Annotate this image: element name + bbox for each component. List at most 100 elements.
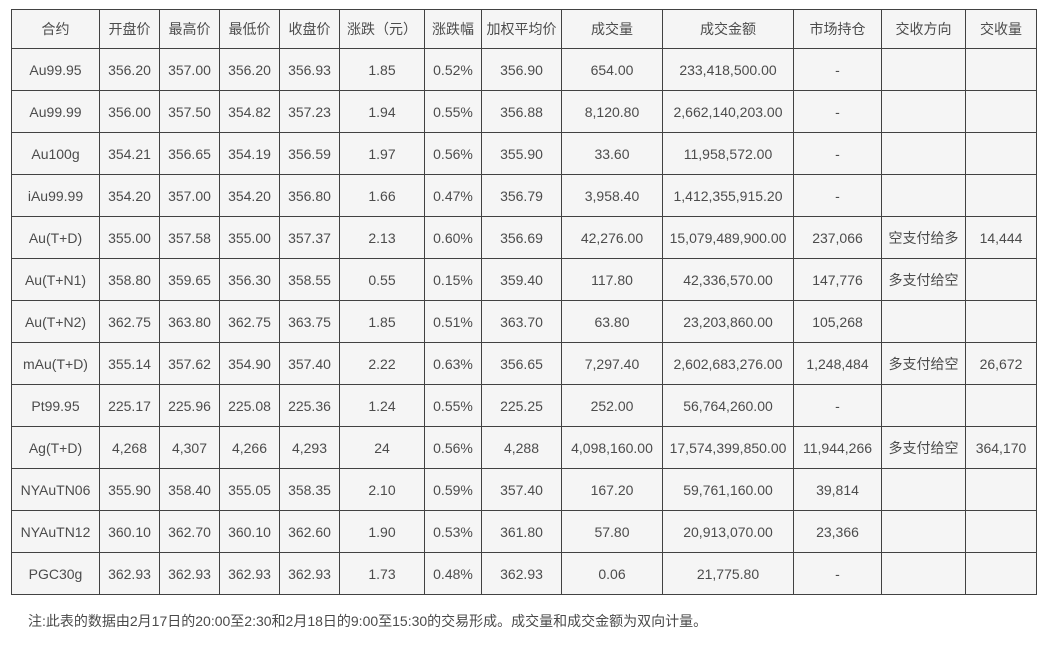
table-cell: 11,944,266: [793, 426, 882, 469]
table-cell: 355.90: [481, 132, 562, 175]
contract-cell: Pt99.95: [11, 384, 100, 427]
contract-cell: Au(T+D): [11, 216, 100, 259]
table-cell: 2,662,140,203.00: [662, 90, 794, 133]
table-cell: 39,814: [793, 468, 882, 511]
table-cell: 357.40: [279, 342, 340, 385]
table-cell: 空支付给多: [881, 216, 966, 259]
table-cell: 4,098,160.00: [561, 426, 663, 469]
column-header: 市场持仓: [793, 9, 882, 49]
table-cell: 225.36: [279, 384, 340, 427]
table-cell: 11,958,572.00: [662, 132, 794, 175]
table-cell: [965, 132, 1037, 175]
table-cell: -: [793, 174, 882, 217]
table-cell: 354.82: [219, 90, 280, 133]
table-cell: [965, 300, 1037, 343]
table-cell: 363.75: [279, 300, 340, 343]
table-cell: 0.47%: [424, 174, 482, 217]
column-header: 收盘价: [279, 9, 340, 49]
table-cell: 360.10: [99, 510, 160, 553]
table-cell: 0.15%: [424, 258, 482, 301]
table-cell: 147,776: [793, 258, 882, 301]
table-row: iAu99.99 354.20 357.00 354.20 356.80 1.66 0.47…: [11, 174, 1037, 217]
column-header: 成交金额: [662, 9, 794, 49]
table-cell: 358.35: [279, 468, 340, 511]
table-cell: 233,418,500.00: [662, 48, 794, 91]
table-cell: 1.97: [339, 132, 425, 175]
table-cell: 357.00: [159, 174, 220, 217]
table-cell: 358.55: [279, 258, 340, 301]
table-cell: 2.10: [339, 468, 425, 511]
table-cell: 1,412,355,915.20: [662, 174, 794, 217]
table-cell: 356.20: [219, 48, 280, 91]
table-row: Au99.99 356.00 357.50 354.82 357.23 1.94 0.55%…: [11, 90, 1037, 133]
table-cell: 1.66: [339, 174, 425, 217]
column-header: 加权平均价: [481, 9, 562, 49]
table-cell: 0.53%: [424, 510, 482, 553]
table-cell: 57.80: [561, 510, 663, 553]
table-cell: [881, 552, 966, 595]
column-header: 最高价: [159, 9, 220, 49]
table-cell: 42,336,570.00: [662, 258, 794, 301]
table-cell: 357.62: [159, 342, 220, 385]
table-cell: 4,307: [159, 426, 220, 469]
table-cell: 356.88: [481, 90, 562, 133]
table-cell: 354.90: [219, 342, 280, 385]
table-cell: 355.90: [99, 468, 160, 511]
table-cell: 0.59%: [424, 468, 482, 511]
table-cell: [881, 48, 966, 91]
table-cell: 1,248,484: [793, 342, 882, 385]
contract-cell: Au100g: [11, 132, 100, 175]
table-cell: 0.63%: [424, 342, 482, 385]
market-data-table: 合约 开盘价 最高价 最低价 收盘价 涨跌（元） 涨跌幅 加权平均价 成交量 成交金额 市场持仓 交收…: [11, 9, 1037, 595]
table-cell: 多支付给空: [881, 258, 966, 301]
table-cell: 361.80: [481, 510, 562, 553]
table-cell: 355.00: [219, 216, 280, 259]
contract-cell: NYAuTN06: [11, 468, 100, 511]
table-cell: 354.20: [99, 174, 160, 217]
table-cell: 24: [339, 426, 425, 469]
table-cell: 358.80: [99, 258, 160, 301]
table-cell: 363.80: [159, 300, 220, 343]
table-cell: 356.80: [279, 174, 340, 217]
table-cell: 357.37: [279, 216, 340, 259]
table-cell: 20,913,070.00: [662, 510, 794, 553]
table-cell: 多支付给空: [881, 426, 966, 469]
table-cell: 357.00: [159, 48, 220, 91]
contract-cell: Au99.99: [11, 90, 100, 133]
table-row: Ag(T+D) 4,268 4,307 4,266 4,293 24 0.56% 4,288 4…: [11, 426, 1037, 469]
table-cell: 362.60: [279, 510, 340, 553]
table-cell: 362.75: [99, 300, 160, 343]
table-cell: 1.94: [339, 90, 425, 133]
table-cell: 362.93: [481, 552, 562, 595]
table-cell: 354.20: [219, 174, 280, 217]
contract-cell: Au99.95: [11, 48, 100, 91]
table-cell: [965, 384, 1037, 427]
column-header: 合约: [11, 9, 100, 49]
table-cell: 225.96: [159, 384, 220, 427]
contract-cell: iAu99.99: [11, 174, 100, 217]
table-cell: [965, 174, 1037, 217]
table-row: Au100g 354.21 356.65 354.19 356.59 1.97 0.56% 3…: [11, 132, 1037, 175]
table-cell: 1.85: [339, 48, 425, 91]
table-cell: 0.51%: [424, 300, 482, 343]
table-cell: 23,203,860.00: [662, 300, 794, 343]
table-cell: 362.93: [279, 552, 340, 595]
table-cell: 4,268: [99, 426, 160, 469]
table-cell: 359.40: [481, 258, 562, 301]
table-cell: -: [793, 132, 882, 175]
table-cell: 357.40: [481, 468, 562, 511]
table-cell: 357.58: [159, 216, 220, 259]
table-cell: 356.69: [481, 216, 562, 259]
table-cell: 0.56%: [424, 132, 482, 175]
table-row: Pt99.95 225.17 225.96 225.08 225.36 1.24 0.55%…: [11, 384, 1037, 427]
table-cell: 1.73: [339, 552, 425, 595]
table-cell: 56,764,260.00: [662, 384, 794, 427]
table-cell: 356.59: [279, 132, 340, 175]
table-cell: 237,066: [793, 216, 882, 259]
table-cell: [881, 174, 966, 217]
table-row: NYAuTN06 355.90 358.40 355.05 358.35 2.10 0.59…: [11, 468, 1037, 511]
column-header: 交收方向: [881, 9, 966, 49]
column-header: 涨跌幅: [424, 9, 482, 49]
table-cell: 357.50: [159, 90, 220, 133]
table-cell: 360.10: [219, 510, 280, 553]
